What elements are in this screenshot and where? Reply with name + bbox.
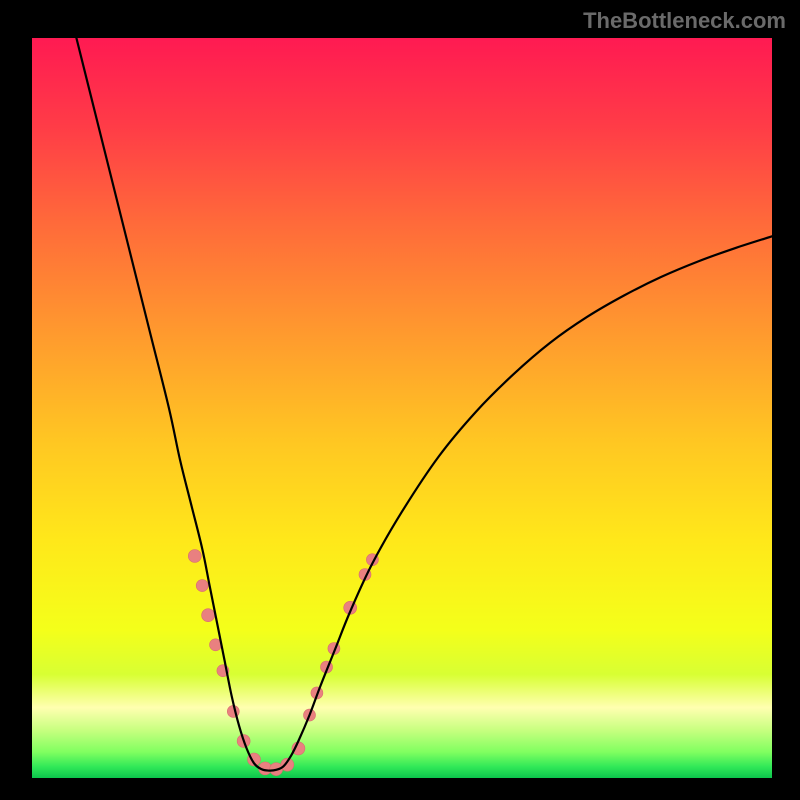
bead-marker (196, 580, 208, 592)
gradient-background (32, 38, 772, 778)
watermark-text: TheBottleneck.com (583, 8, 786, 34)
bottleneck-chart (32, 38, 772, 778)
bead-marker (188, 550, 201, 563)
chart-svg (32, 38, 772, 778)
bead-marker (202, 609, 215, 622)
